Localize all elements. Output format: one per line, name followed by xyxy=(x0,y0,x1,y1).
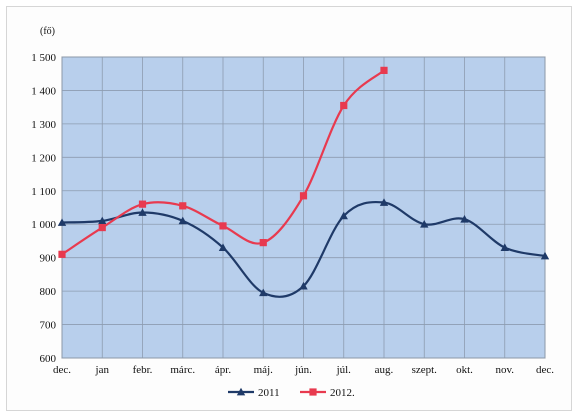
data-point-0-8 xyxy=(379,198,389,206)
y-tick-label: 1 300 xyxy=(31,119,56,131)
data-point-0-11 xyxy=(500,243,509,251)
x-tick-label: máj. xyxy=(254,364,273,376)
gridlines xyxy=(61,56,546,359)
legend-entry-0: 2011 xyxy=(228,387,280,399)
data-point-0-6 xyxy=(299,281,308,290)
series-1 xyxy=(58,66,388,258)
y-axis: 600 700 800 900 1 000 1 100 1 200 1 300 1 400 1 5… xyxy=(31,52,56,365)
data-point-1-5 xyxy=(259,239,267,247)
data-point-1-0 xyxy=(58,250,66,258)
legend-marker xyxy=(309,388,317,396)
x-tick-label: febr. xyxy=(133,364,153,376)
x-tick-label: okt. xyxy=(456,364,473,376)
data-point-0-3 xyxy=(178,216,187,225)
legend: 2011 2012. xyxy=(228,387,355,399)
legend-label: 2011 xyxy=(258,387,280,399)
x-tick-label: dec. xyxy=(53,364,71,376)
data-point-0-12 xyxy=(540,251,550,260)
y-tick-label: 700 xyxy=(40,320,57,332)
data-point-0-10 xyxy=(460,215,469,223)
data-point-0-1 xyxy=(98,216,107,225)
legend-label: 2012. xyxy=(330,387,355,399)
legend-entry-1: 2012. xyxy=(300,387,355,399)
x-tick-label: szept. xyxy=(412,364,438,376)
y-tick-label: 1 400 xyxy=(31,85,56,97)
y-tick-label: 800 xyxy=(40,286,57,298)
data-point-0-9 xyxy=(420,220,429,228)
data-point-0-7 xyxy=(339,211,348,220)
data-point-1-2 xyxy=(138,200,147,208)
x-tick-label: dec. xyxy=(536,364,554,376)
data-point-0-2 xyxy=(138,208,147,216)
data-point-1-3 xyxy=(179,202,187,210)
data-point-1-6 xyxy=(299,192,308,200)
legend-marker xyxy=(236,387,246,396)
series-0 xyxy=(57,198,550,298)
x-tick-label: jún. xyxy=(294,364,312,376)
x-tick-label: márc. xyxy=(170,364,195,376)
x-tick-label: nov. xyxy=(495,364,514,376)
data-point-1-4 xyxy=(219,222,227,230)
x-tick-label: aug. xyxy=(375,364,394,376)
series-layer xyxy=(57,66,550,298)
data-point-0-0 xyxy=(57,218,67,226)
y-tick-label: 1 000 xyxy=(31,219,56,231)
y-unit-label: (fő) xyxy=(40,26,55,37)
x-axis: dec. jan febr. márc. ápr. máj. jún. júl. aug. sze… xyxy=(53,364,554,376)
y-tick-label: 1 100 xyxy=(31,186,56,198)
x-tick-label: jan xyxy=(95,364,110,376)
data-point-1-8 xyxy=(380,66,388,74)
data-point-0-4 xyxy=(218,243,228,251)
data-point-0-5 xyxy=(259,288,268,297)
x-tick-label: ápr. xyxy=(215,364,231,376)
data-point-1-7 xyxy=(340,101,348,110)
y-tick-label: 1 500 xyxy=(31,52,56,64)
x-tick-label: júl. xyxy=(336,364,352,376)
y-tick-label: 900 xyxy=(40,253,57,265)
y-tick-label: 600 xyxy=(40,353,57,365)
y-tick-label: 1 200 xyxy=(31,152,56,164)
data-point-1-1 xyxy=(98,223,106,232)
